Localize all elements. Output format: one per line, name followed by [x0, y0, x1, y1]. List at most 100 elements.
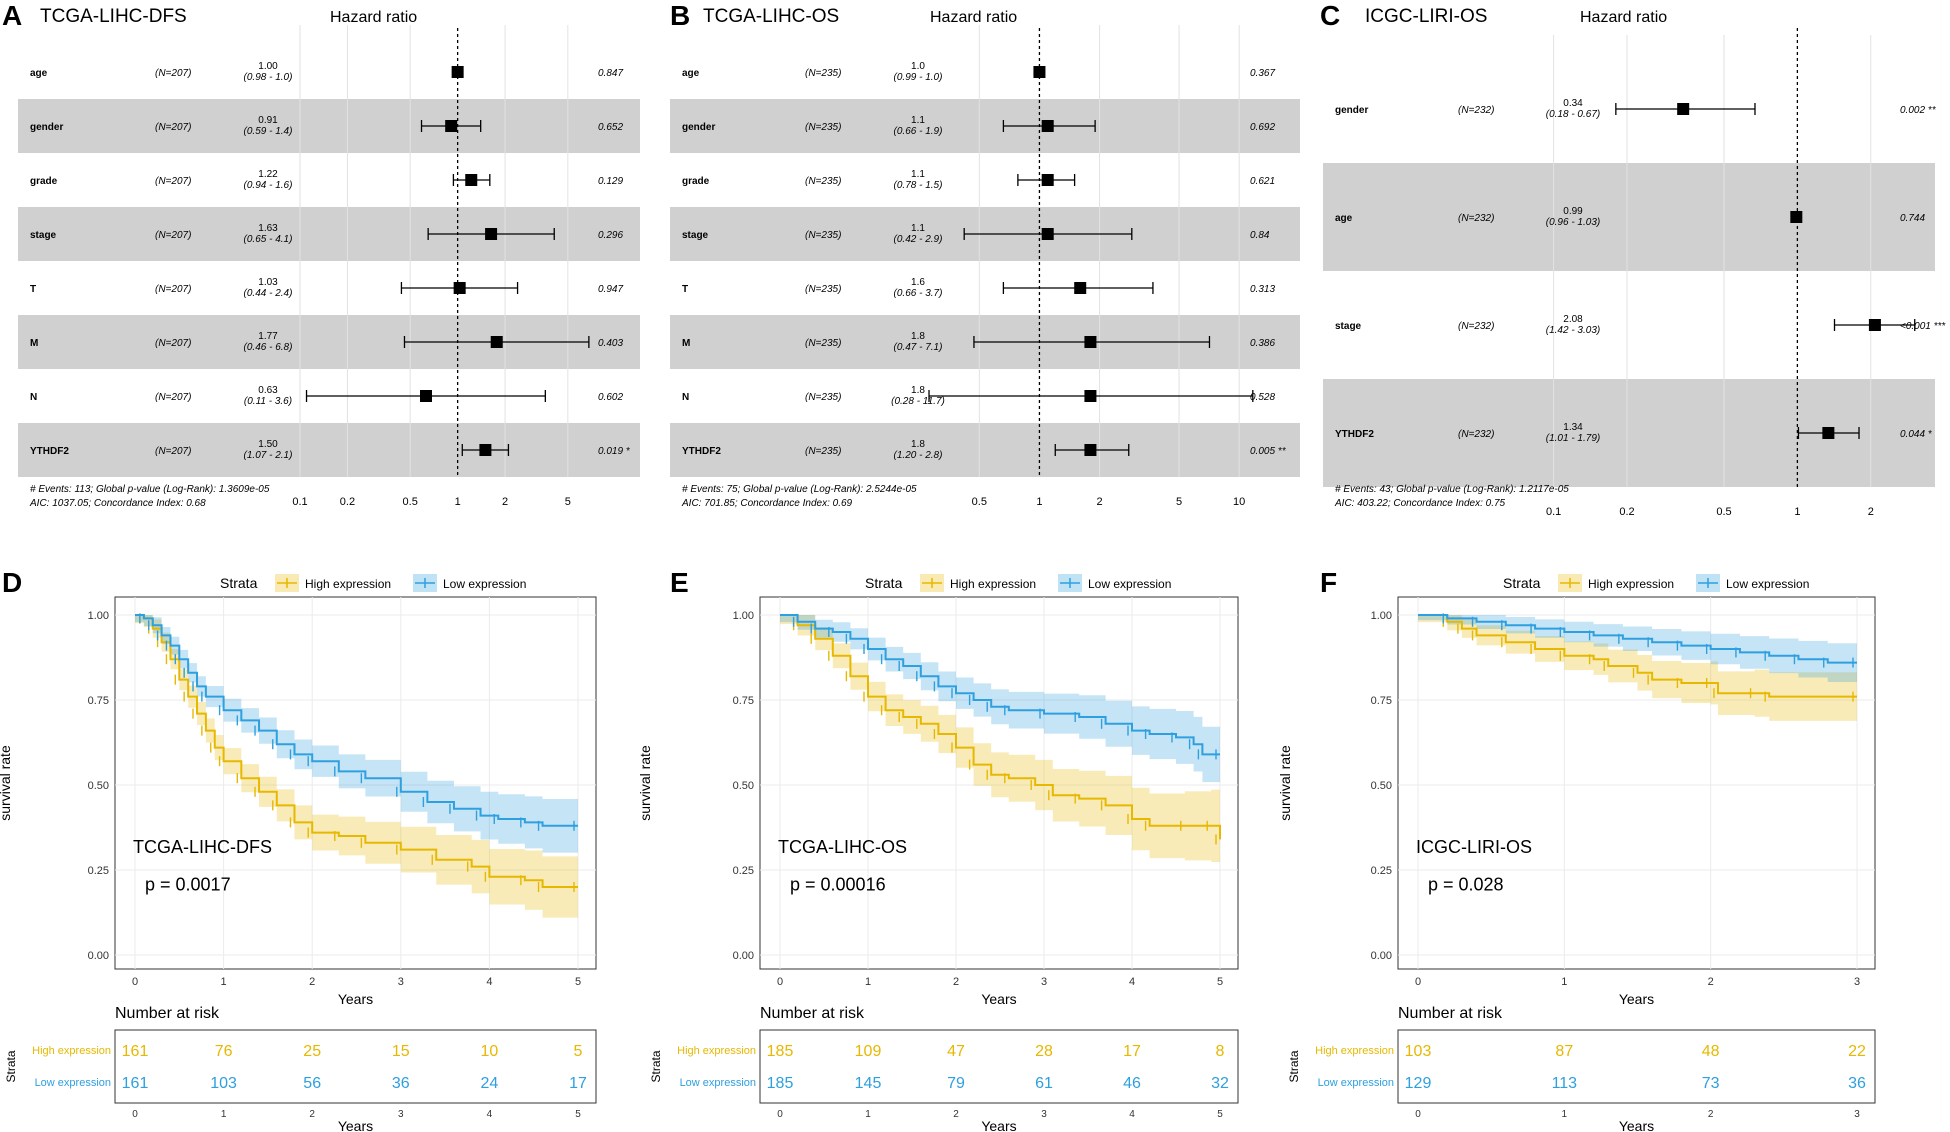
km-plot-frame: [759, 596, 1239, 970]
forest-n-label: (N=235): [805, 446, 841, 457]
forest-row-band: [670, 423, 1300, 477]
km-x-tick: 1: [865, 976, 871, 988]
forest-p-value: 0.744: [1900, 213, 1925, 224]
forest-n-label: (N=235): [805, 122, 841, 133]
forest-variable-label: YTHDF2: [1335, 429, 1374, 440]
forest-variable-label: M: [30, 338, 38, 349]
km-x-axis-label: Years: [981, 991, 1016, 1007]
forest-p-value: 0.692: [1250, 122, 1275, 133]
forest-variable-label: stage: [1335, 321, 1362, 332]
risk-count: 22: [1848, 1043, 1866, 1060]
risk-count: 48: [1702, 1043, 1720, 1060]
risk-table-frame: [1397, 1029, 1876, 1104]
km-survival-curve: [135, 614, 578, 888]
km-ci-band: [780, 615, 1220, 877]
forest-n-label: (N=207): [155, 122, 191, 133]
forest-footer-aic: AIC: 1037.05; Concordance Index: 0.68: [29, 498, 206, 509]
forest-p-value: <0.001 ***: [1900, 321, 1946, 332]
forest-panel-b: B TCGA-LIHC-OS Hazard ratio 0.5 1 2 5 10 age (N=2…: [670, 0, 1300, 509]
risk-count: 185: [767, 1043, 794, 1060]
km-x-tick: 4: [1129, 976, 1135, 988]
risk-row-label: High expression: [677, 1045, 756, 1057]
forest-variable-label: grade: [30, 176, 58, 187]
forest-p-value: 0.044 *: [1900, 429, 1933, 440]
km-y-tick: 0.25: [88, 865, 109, 877]
forest-footer-events: # Events: 43; Global p-value (Log-Rank):…: [1335, 484, 1569, 495]
forest-p-value: 0.129: [598, 176, 623, 187]
forest-p-value: 0.367: [1250, 68, 1275, 79]
forest-estimate-point: [465, 174, 478, 186]
panel-title: TCGA-LIHC-DFS: [40, 6, 187, 27]
forest-hr-value: 1.8: [911, 439, 925, 450]
km-plot-frame: [1397, 596, 1876, 970]
km-x-tick: 2: [309, 976, 315, 988]
risk-count: 109: [855, 1043, 882, 1060]
forest-n-label: (N=235): [805, 338, 841, 349]
forest-variable-label: YTHDF2: [30, 446, 69, 457]
forest-estimate-point: [1041, 228, 1054, 240]
forest-n-label: (N=232): [1458, 321, 1494, 332]
km-y-tick: 0.00: [88, 950, 109, 962]
km-y-tick: 0.75: [88, 695, 109, 707]
forest-axis-tick: 1: [1794, 506, 1800, 518]
km-y-tick: 0.50: [1371, 780, 1392, 792]
risk-axis-label: Strata: [4, 1050, 18, 1082]
panel-letter: F: [1320, 567, 1337, 598]
km-x-tick: 5: [575, 976, 581, 988]
forest-axis-tick: 2: [502, 496, 508, 508]
forest-variable-label: T: [30, 284, 36, 295]
forest-axis-tick: 1: [1036, 496, 1042, 508]
forest-ci-value: (0.11 - 3.6): [244, 396, 292, 407]
forest-hr-value: 0.91: [258, 115, 278, 126]
forest-estimate-point: [490, 336, 503, 348]
km-y-tick: 1.00: [88, 610, 109, 622]
forest-ci-value: (0.18 - 0.67): [1546, 109, 1600, 120]
forest-n-label: (N=207): [155, 446, 191, 457]
forest-p-value: 0.313: [1250, 284, 1275, 295]
forest-ci-value: (0.46 - 6.8): [244, 342, 293, 353]
forest-axis-tick: 0.1: [292, 496, 307, 508]
legend-title: Strata: [1503, 575, 1541, 591]
forest-hr-value: 2.08: [1563, 314, 1583, 325]
forest-hr-value: 1.03: [258, 277, 278, 288]
forest-p-value: 0.947: [598, 284, 623, 295]
legend-title: Strata: [220, 575, 258, 591]
forest-p-value: 0.386: [1250, 338, 1275, 349]
forest-axis-tick: 1: [455, 496, 461, 508]
risk-row-label: High expression: [1315, 1045, 1394, 1057]
forest-ci-value: (0.28 - 11.7): [891, 396, 945, 407]
forest-p-value: 0.602: [598, 392, 623, 403]
risk-x-tick: 1: [221, 1109, 227, 1120]
km-y-tick: 1.00: [1371, 610, 1392, 622]
forest-axis-tick: 10: [1233, 496, 1245, 508]
forest-variable-label: N: [682, 392, 689, 403]
legend-label: High expression: [950, 577, 1036, 591]
km-plot-frame: [114, 596, 597, 970]
risk-axis-label: Strata: [1287, 1050, 1301, 1082]
forest-ci-value: (0.59 - 1.4): [244, 126, 293, 137]
km-y-axis-label: survival rate: [1277, 745, 1293, 821]
forest-row-band: [18, 99, 640, 153]
risk-x-axis-label: Years: [981, 1118, 1016, 1132]
km-x-tick: 0: [132, 976, 138, 988]
km-y-tick: 0.50: [733, 780, 754, 792]
forest-estimate-point: [451, 66, 464, 78]
forest-panel-c: C ICGC-LIRI-OS Hazard ratio 0.1 0.2 0.5 1 2 gend…: [1320, 0, 1946, 518]
forest-axis-tick: 0.1: [1546, 506, 1561, 518]
km-dataset-label: ICGC-LIRI-OS: [1416, 837, 1532, 857]
forest-variable-label: age: [682, 68, 700, 79]
risk-x-tick: 5: [1217, 1109, 1223, 1120]
risk-count: 87: [1555, 1043, 1573, 1060]
forest-row-band: [1323, 163, 1935, 271]
forest-n-label: (N=207): [155, 338, 191, 349]
panel-title: TCGA-LIHC-OS: [703, 6, 839, 27]
legend-label: Low expression: [443, 577, 526, 591]
risk-x-tick: 1: [865, 1109, 871, 1120]
km-x-tick: 0: [1415, 976, 1421, 988]
forest-n-label: (N=235): [805, 176, 841, 187]
km-panel-e: E Strata High expression Low expression 0.00…: [637, 567, 1239, 1132]
forest-p-value: 0.621: [1250, 176, 1275, 187]
forest-p-value: 0.528: [1250, 392, 1275, 403]
forest-p-value: 0.403: [598, 338, 623, 349]
risk-count: 161: [122, 1075, 149, 1092]
